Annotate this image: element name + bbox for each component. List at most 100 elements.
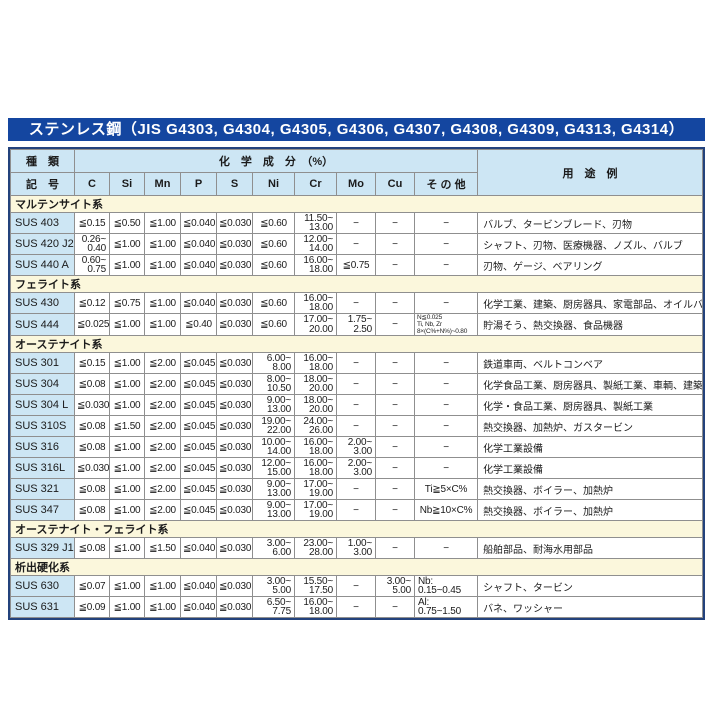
chem-value-cell: ≦1.00: [109, 394, 145, 416]
table-header: 種 類 化 学 成 分 （%） 用 途 例 記 号 C Si Mn P S Ni…: [10, 149, 703, 196]
chem-value-cell: ≦0.030: [74, 457, 110, 479]
chem-value-cell: 16.00~ 18.00: [294, 436, 337, 458]
chem-value-cell: ≦2.00: [144, 415, 181, 437]
element-header-si: Si: [109, 172, 145, 196]
chem-value-cell: ≦0.030: [74, 394, 110, 416]
chem-value-cell: −: [336, 596, 376, 618]
chem-value-cell: ≦2.00: [144, 394, 181, 416]
chem-value-cell: 9.00~ 13.00: [252, 478, 295, 500]
element-header-p: P: [180, 172, 217, 196]
chem-value-cell: ≦0.040: [180, 575, 217, 597]
table-row: SUS 631 ≦0.09 ≦1.00 ≦1.00 ≦0.040 ≦0.030 6.50~ …: [10, 596, 703, 618]
section-row: オーステナイト・フェライト系: [10, 520, 703, 538]
chem-value-cell: 0.60~ 0.75: [74, 254, 110, 276]
chem-value-cell: ≦0.030: [216, 394, 253, 416]
section-row: 析出硬化系: [10, 558, 703, 576]
chem-value-cell: 3.00~ 6.00: [252, 537, 295, 559]
chem-value-cell: 17.00~ 19.00: [294, 499, 337, 521]
chem-value-cell: 16.00~ 18.00: [294, 596, 337, 618]
chem-value-cell: ≦0.030: [216, 373, 253, 395]
chem-value-cell: ≦1.00: [109, 313, 145, 336]
chem-value-cell: 9.00~ 13.00: [252, 499, 295, 521]
chem-value-cell: −: [413, 292, 479, 314]
section-title: フェライト系: [10, 275, 703, 293]
steel-code: SUS 403: [10, 212, 75, 234]
chem-value-cell: ≦0.60: [252, 313, 295, 336]
chem-value-cell: 3.00~ 5.00: [375, 575, 415, 597]
chem-value-cell: ≦0.025: [74, 313, 110, 336]
table-row: SUS 420 J2 0.26~ 0.40 ≦1.00 ≦1.00 ≦0.040 ≦0.0…: [10, 233, 703, 255]
element-header-cu: Cu: [375, 172, 415, 196]
chem-value-cell: −: [375, 233, 415, 255]
chem-value-cell: −: [413, 373, 479, 395]
chem-value-cell: −: [413, 352, 479, 374]
chem-value-cell: −: [375, 457, 415, 479]
usage-cell: 船舶部品、耐海水用部品: [477, 537, 703, 559]
steel-code: SUS 304 L: [10, 394, 75, 416]
element-header-ni: Ni: [252, 172, 295, 196]
chem-value-cell: −: [413, 415, 479, 437]
chem-value-cell: ≦0.045: [180, 394, 217, 416]
chem-value-cell: −: [375, 254, 415, 276]
chem-value-cell: 3.00~ 5.00: [252, 575, 295, 597]
usage-cell: 化学・食品工業、厨房器具、製紙工業: [477, 394, 703, 416]
table-row: SUS 304 ≦0.08 ≦1.00 ≦2.00 ≦0.045 ≦0.030 8.00~ …: [10, 373, 703, 395]
chem-value-cell: ≦0.12: [74, 292, 110, 314]
chem-value-cell: ≦0.030: [216, 212, 253, 234]
chem-value-cell: ≦0.040: [180, 292, 217, 314]
chem-value-cell: ≦0.08: [74, 499, 110, 521]
chem-value-cell: ≦0.030: [216, 352, 253, 374]
chem-value-cell: ≦0.030: [216, 596, 253, 618]
chem-value-cell: −: [375, 292, 415, 314]
chem-value-cell: N≦0.025 Ti, Nb, Zr 8×(C%+N%)~0.80: [413, 313, 479, 336]
chem-value-cell: 19.00~ 22.00: [252, 415, 295, 437]
steel-code: SUS 310S: [10, 415, 75, 437]
chem-value-cell: −: [413, 254, 479, 276]
chem-value-cell: ≦1.00: [109, 457, 145, 479]
chem-value-cell: ≦1.00: [144, 313, 181, 336]
usage-cell: バネ、ワッシャー: [477, 596, 703, 618]
chem-value-cell: −: [336, 212, 376, 234]
chem-value-cell: ≦0.60: [252, 212, 295, 234]
chem-value-cell: ≦0.045: [180, 373, 217, 395]
chem-value-cell: −: [375, 596, 415, 618]
chem-value-cell: ≦0.15: [74, 212, 110, 234]
usage-cell: シャフト、刃物、医療機器、ノズル、バルブ: [477, 233, 703, 255]
table-row: SUS 304 L ≦0.030 ≦1.00 ≦2.00 ≦0.045 ≦0.030 9.0…: [10, 394, 703, 416]
chem-value-cell: 12.00~ 14.00: [294, 233, 337, 255]
steel-code: SUS 444: [10, 313, 75, 336]
chem-value-cell: ≦1.00: [144, 233, 181, 255]
chem-value-cell: −: [413, 457, 479, 479]
chem-value-cell: ≦2.00: [144, 499, 181, 521]
section-row: オーステナイト系: [10, 335, 703, 353]
chem-value-cell: −: [375, 394, 415, 416]
chem-value-cell: ≦0.030: [216, 575, 253, 597]
element-header-c: C: [74, 172, 110, 196]
usage-cell: シャフト、タービン: [477, 575, 703, 597]
usage-cell: 熱交換器、ボイラー、加熱炉: [477, 499, 703, 521]
element-header-other: そ の 他: [413, 172, 479, 196]
table-row: SUS 310S ≦0.08 ≦1.50 ≦2.00 ≦0.045 ≦0.030 19.00…: [10, 415, 703, 437]
section-title: オーステナイト系: [10, 335, 703, 353]
chem-value-cell: 2.00~ 3.00: [336, 457, 376, 479]
chem-value-cell: ≦0.030: [216, 499, 253, 521]
chem-value-cell: ≦0.08: [74, 537, 110, 559]
chem-value-cell: 8.00~ 10.50: [252, 373, 295, 395]
col-header-code: 記 号: [10, 172, 75, 196]
chem-value-cell: −: [375, 352, 415, 374]
steel-code: SUS 304: [10, 373, 75, 395]
chem-value-cell: Ti≧5×C%: [413, 478, 479, 500]
col-header-usage: 用 途 例: [477, 149, 703, 196]
chem-value-cell: −: [375, 415, 415, 437]
chem-value-cell: ≦1.50: [144, 537, 181, 559]
chem-value-cell: ≦1.00: [144, 575, 181, 597]
chem-value-cell: ≦1.00: [109, 537, 145, 559]
chem-value-cell: ≦0.50: [109, 212, 145, 234]
steel-code: SUS 430: [10, 292, 75, 314]
table-row: SUS 316 ≦0.08 ≦1.00 ≦2.00 ≦0.045 ≦0.030 10.00~…: [10, 436, 703, 458]
chem-value-cell: 12.00~ 15.00: [252, 457, 295, 479]
steel-code: SUS 329 J1: [10, 537, 75, 559]
section-title: オーステナイト・フェライト系: [10, 520, 703, 538]
chem-value-cell: 23.00~ 28.00: [294, 537, 337, 559]
